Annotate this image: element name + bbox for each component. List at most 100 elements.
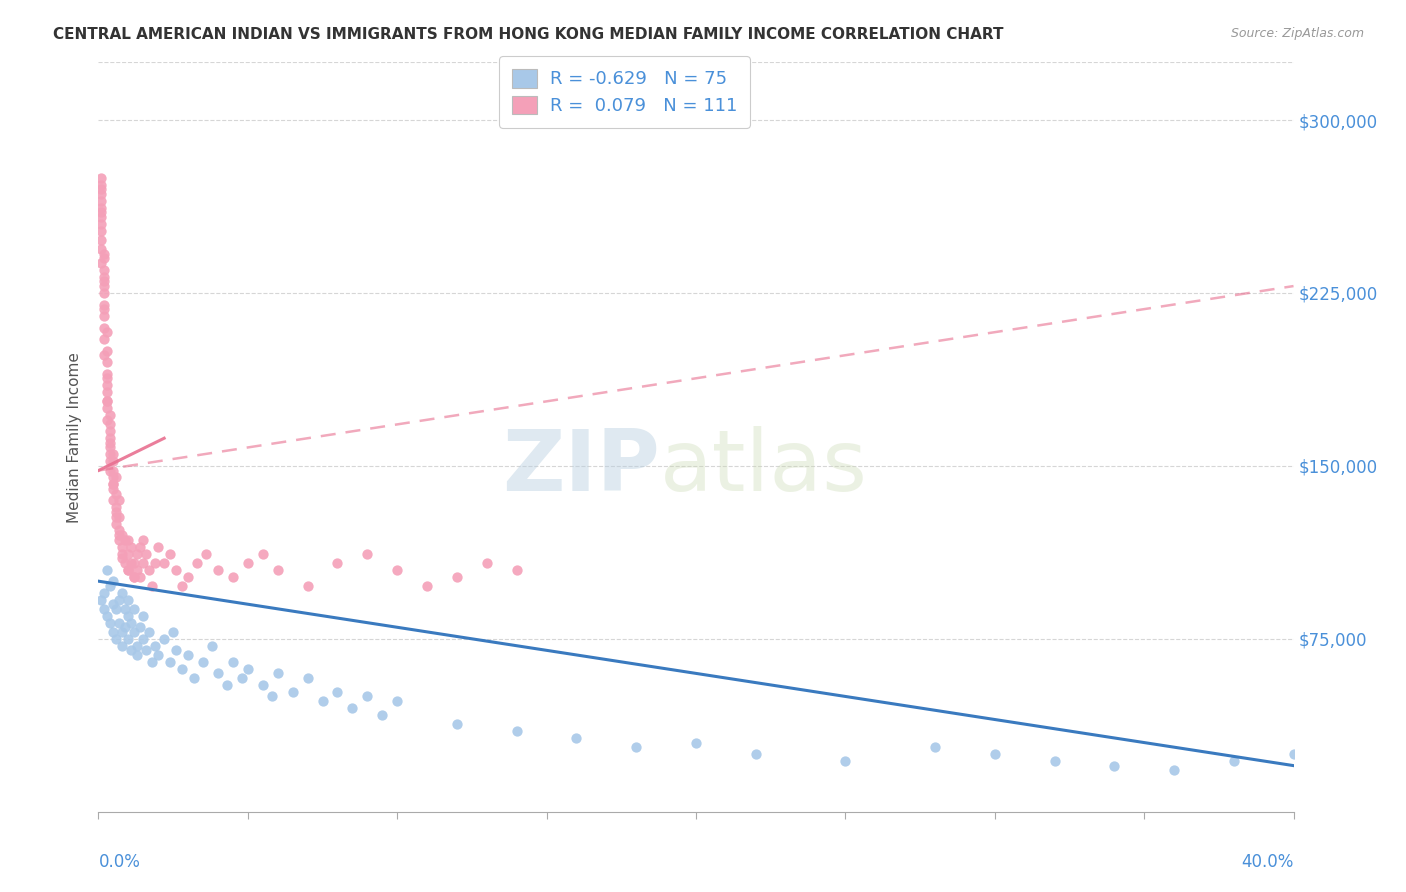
Point [103, 624, 125, 639]
Point [111, 551, 134, 566]
Point [222, 569, 245, 583]
Point [111, 540, 134, 554]
Point [111, 528, 134, 542]
Point [96, 413, 118, 427]
Point [98, 408, 122, 422]
Point [90, 178, 112, 192]
Point [159, 655, 181, 669]
Point [506, 724, 529, 739]
Point [90, 224, 112, 238]
Point [103, 447, 125, 461]
Point [111, 624, 134, 639]
Point [96, 385, 118, 400]
Point [252, 547, 274, 561]
Point [148, 648, 170, 662]
Point [222, 655, 245, 669]
Point [93, 585, 115, 599]
Point [446, 717, 468, 731]
Point [96, 367, 118, 381]
Point [111, 547, 134, 561]
Point [475, 556, 498, 570]
Point [626, 740, 648, 755]
Point [183, 671, 205, 685]
Point [231, 671, 253, 685]
Point [207, 666, 229, 681]
Point [311, 694, 333, 708]
Point [260, 690, 283, 704]
Point [124, 556, 146, 570]
Point [103, 477, 125, 491]
Point [215, 678, 238, 692]
Point [172, 662, 194, 676]
Point [90, 242, 112, 256]
Point [342, 701, 364, 715]
Point [124, 569, 146, 583]
Point [96, 401, 118, 416]
Point [103, 597, 125, 611]
Point [326, 685, 349, 699]
Point [103, 574, 125, 589]
Point [124, 602, 146, 616]
Text: 40.0%: 40.0% [1241, 853, 1294, 871]
Point [93, 602, 115, 616]
Point [506, 563, 529, 577]
Point [111, 639, 134, 653]
Point [90, 233, 112, 247]
Point [162, 624, 184, 639]
Point [105, 509, 128, 524]
Point [1282, 747, 1305, 761]
Point [96, 355, 118, 369]
Point [1104, 758, 1126, 772]
Point [103, 482, 125, 496]
Point [96, 394, 118, 409]
Point [105, 602, 128, 616]
Point [90, 217, 112, 231]
Text: atlas: atlas [661, 425, 868, 508]
Point [148, 540, 170, 554]
Point [90, 201, 112, 215]
Point [90, 210, 112, 224]
Point [297, 671, 319, 685]
Point [96, 371, 118, 385]
Point [186, 556, 208, 570]
Point [105, 505, 128, 519]
Point [105, 486, 128, 500]
Point [117, 563, 139, 577]
Point [96, 325, 118, 339]
Point [1223, 754, 1246, 768]
Point [117, 547, 139, 561]
Point [108, 528, 131, 542]
Point [90, 205, 112, 219]
Point [159, 547, 181, 561]
Point [371, 707, 394, 722]
Point [117, 608, 139, 623]
Point [93, 332, 115, 346]
Point [135, 547, 157, 561]
Text: 0.0%: 0.0% [98, 853, 141, 871]
Point [127, 639, 149, 653]
Point [93, 247, 115, 261]
Point [93, 263, 115, 277]
Point [124, 624, 146, 639]
Point [98, 417, 122, 432]
Point [90, 194, 112, 208]
Point [98, 579, 122, 593]
Point [103, 470, 125, 484]
Point [172, 579, 194, 593]
Text: ZIP: ZIP [502, 425, 661, 508]
Point [93, 279, 115, 293]
Point [138, 624, 160, 639]
Point [416, 579, 439, 593]
Point [96, 378, 118, 392]
Point [252, 678, 274, 692]
Text: Source: ZipAtlas.com: Source: ZipAtlas.com [1230, 27, 1364, 40]
Point [141, 655, 163, 669]
Point [114, 556, 136, 570]
Point [108, 524, 131, 538]
Point [103, 493, 125, 508]
Text: CENTRAL AMERICAN INDIAN VS IMMIGRANTS FROM HONG KONG MEDIAN FAMILY INCOME CORREL: CENTRAL AMERICAN INDIAN VS IMMIGRANTS FR… [53, 27, 1004, 42]
Point [565, 731, 588, 745]
Point [98, 447, 122, 461]
Point [138, 563, 160, 577]
Point [98, 441, 122, 455]
